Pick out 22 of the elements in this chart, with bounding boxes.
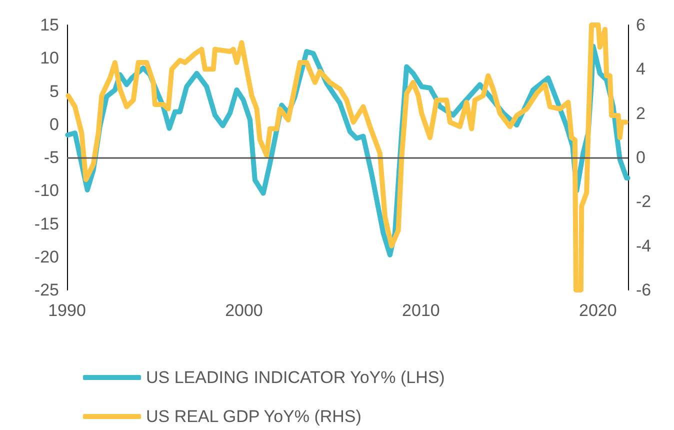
y2-tick-label: 2 <box>636 104 646 123</box>
y-tick-label: -25 <box>34 280 59 300</box>
legend-label: US REAL GDP YoY% (RHS) <box>146 407 362 426</box>
x-tick-label: 1990 <box>48 301 86 320</box>
x-tick-label: 2020 <box>579 301 617 320</box>
y-tick-label: -15 <box>34 214 59 234</box>
x-tick-label: 2010 <box>402 301 440 320</box>
y2-tick-label: 4 <box>636 60 646 79</box>
y-tick-label: -5 <box>44 148 59 167</box>
y2-tick-label: -4 <box>636 236 652 256</box>
legend-label: US LEADING INDICATOR YoY% (LHS) <box>146 368 445 387</box>
y-tick-label: -20 <box>34 247 59 266</box>
y-tick-label: 0 <box>50 114 59 134</box>
y2-tick-label: -6 <box>636 280 652 300</box>
y-tick-label: 10 <box>40 48 59 68</box>
y2-tick-label: -2 <box>636 192 652 212</box>
y2-tick-label: 0 <box>636 148 646 167</box>
x-tick-label: 2000 <box>225 301 263 320</box>
y2-tick-label: 6 <box>636 16 646 34</box>
y-tick-label: 5 <box>50 82 59 101</box>
y-tick-label: -10 <box>34 181 59 200</box>
y-tick-label: 15 <box>40 16 59 34</box>
